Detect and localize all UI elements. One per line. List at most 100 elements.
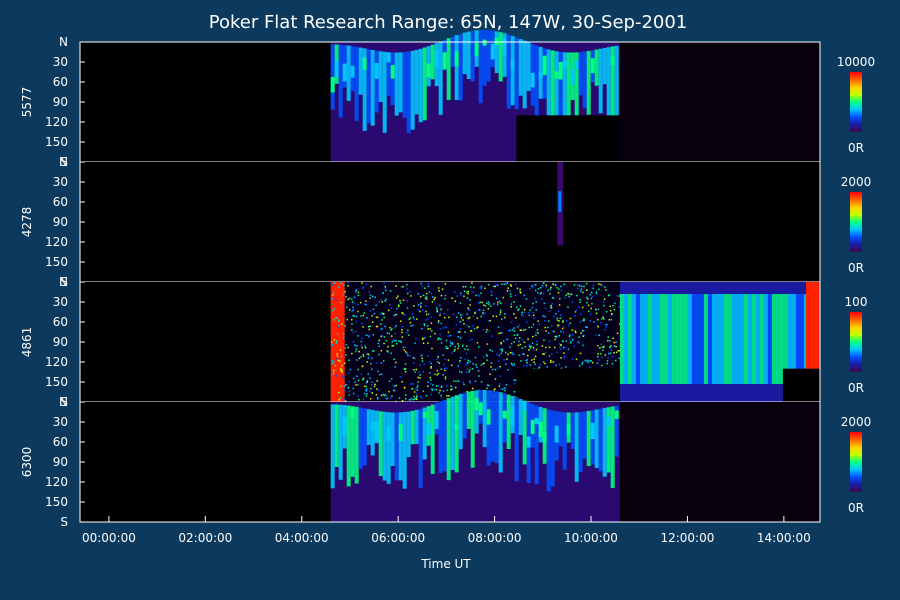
noise-pixel xyxy=(473,327,476,330)
noise-pixel xyxy=(363,312,366,314)
noise-pixel xyxy=(541,298,543,300)
noise-pixel xyxy=(352,392,355,395)
noise-pixel xyxy=(516,326,519,328)
noise-pixel xyxy=(381,312,383,314)
noise-pixel xyxy=(371,392,374,394)
noise-pixel xyxy=(396,307,398,310)
noise-pixel xyxy=(436,369,439,372)
noise-pixel xyxy=(385,397,387,400)
noise-pixel xyxy=(529,309,532,312)
noise-pixel xyxy=(390,352,392,354)
noise-pixel xyxy=(383,316,386,319)
noise-pixel xyxy=(371,381,374,384)
intensity-column xyxy=(414,409,419,445)
intensity-patch xyxy=(542,432,547,443)
noise-pixel xyxy=(454,300,457,303)
y-tick-label: S xyxy=(60,275,68,289)
noise-pixel xyxy=(366,380,369,382)
noise-pixel xyxy=(338,286,340,289)
noise-pixel xyxy=(527,338,529,340)
intensity-column xyxy=(683,294,688,384)
noise-pixel xyxy=(583,319,586,322)
noise-pixel xyxy=(524,345,526,348)
noise-pixel xyxy=(514,337,517,340)
noise-pixel xyxy=(337,391,340,394)
noise-pixel xyxy=(459,359,461,362)
noise-pixel xyxy=(351,329,353,331)
noise-pixel xyxy=(331,361,333,363)
intensity-column xyxy=(598,48,603,114)
noise-pixel xyxy=(591,302,593,305)
noise-pixel xyxy=(614,302,616,305)
noise-pixel xyxy=(535,331,537,334)
noise-pixel xyxy=(420,282,422,285)
noise-pixel xyxy=(383,342,385,345)
noise-pixel xyxy=(601,317,603,320)
noise-pixel xyxy=(423,324,426,327)
noise-pixel xyxy=(380,362,383,364)
noise-pixel xyxy=(608,294,611,296)
noise-pixel xyxy=(367,353,370,356)
noise-pixel xyxy=(480,292,482,295)
noise-pixel xyxy=(409,399,412,401)
noise-pixel xyxy=(381,319,383,321)
noise-pixel xyxy=(440,308,442,311)
intensity-column xyxy=(506,394,511,449)
noise-pixel xyxy=(447,335,449,337)
noise-pixel xyxy=(542,353,544,355)
noise-pixel xyxy=(613,341,615,344)
x-tick-label: 00:00:00 xyxy=(82,531,136,545)
noise-pixel xyxy=(448,395,450,397)
noise-pixel xyxy=(437,338,439,341)
noise-pixel xyxy=(505,282,508,285)
noise-pixel xyxy=(457,380,460,383)
intensity-column xyxy=(442,399,447,472)
noise-pixel xyxy=(335,375,337,377)
intensity-column xyxy=(438,401,443,474)
noise-pixel xyxy=(345,354,347,356)
noise-pixel xyxy=(520,360,522,362)
noise-pixel xyxy=(469,368,471,371)
noise-pixel xyxy=(578,336,580,338)
noise-pixel xyxy=(579,284,581,286)
noise-pixel xyxy=(430,322,433,324)
noise-pixel xyxy=(457,365,459,367)
noise-pixel xyxy=(342,304,345,306)
noise-pixel xyxy=(501,350,503,352)
noise-pixel xyxy=(505,383,508,386)
noise-pixel xyxy=(486,387,488,390)
noise-pixel xyxy=(352,387,355,390)
noise-pixel xyxy=(521,311,523,314)
y-tick-label: 150 xyxy=(45,495,68,509)
noise-pixel xyxy=(340,367,342,370)
data-strip-core xyxy=(558,191,562,212)
noise-pixel xyxy=(361,282,363,284)
noise-pixel xyxy=(449,334,452,337)
intensity-column xyxy=(775,294,780,384)
data-segment xyxy=(330,30,620,162)
noise-pixel xyxy=(500,388,502,390)
intensity-column xyxy=(338,44,343,118)
noise-pixel xyxy=(577,341,580,343)
noise-pixel xyxy=(532,314,535,317)
noise-pixel xyxy=(376,396,379,399)
noise-pixel xyxy=(542,361,545,363)
noise-pixel xyxy=(522,365,525,367)
noise-pixel xyxy=(394,390,396,392)
noise-pixel xyxy=(384,300,386,302)
intensity-patch xyxy=(342,416,347,436)
noise-pixel xyxy=(472,363,474,365)
noise-pixel xyxy=(617,349,620,352)
noise-pixel xyxy=(513,301,515,303)
noise-pixel xyxy=(382,292,384,294)
noise-pixel xyxy=(357,395,359,397)
noise-pixel xyxy=(482,356,485,358)
noise-pixel xyxy=(468,308,470,311)
noise-pixel xyxy=(603,304,605,307)
noise-pixel xyxy=(531,285,533,287)
noise-pixel xyxy=(445,339,448,342)
noise-pixel xyxy=(605,326,607,328)
noise-pixel xyxy=(600,321,602,324)
noise-pixel xyxy=(380,323,382,325)
noise-pixel xyxy=(333,291,335,294)
